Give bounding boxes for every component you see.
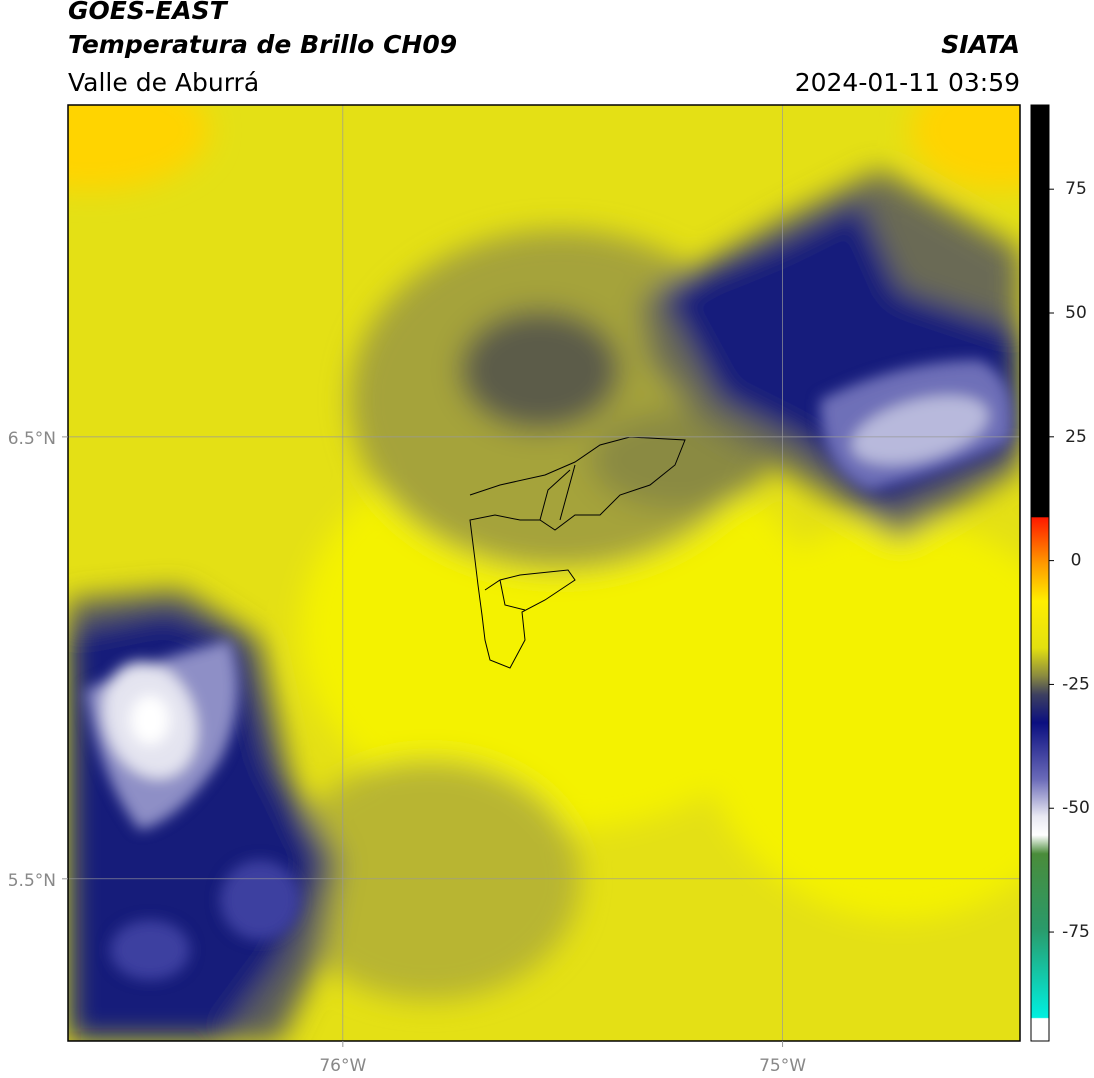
source: SIATA [941,30,1020,59]
colorbar-tick-label: -75 [1062,922,1090,942]
colorbar-tick-label: 25 [1065,427,1087,447]
y-tick-label: 5.5°N [8,871,56,891]
map-frame [67,104,1021,1042]
colorbar-tick-label: 50 [1065,303,1087,323]
subtitle: Temperatura de Brillo CH09 [68,30,457,59]
colorbar-tick-label: -50 [1062,798,1090,818]
y-tick-label: 6.5°N [8,429,56,449]
valley-outline [469,436,686,669]
map-field [68,105,1020,1041]
title: GOES-EAST [68,0,229,25]
colorbar-tick-label: 75 [1065,179,1087,199]
x-tick-label: 75°W [759,1056,806,1076]
colorbar-tick-label: 0 [1071,551,1082,571]
datetime: 2024-01-11 03:59 [795,68,1020,97]
location: Valle de Aburrá [68,68,259,97]
colorbar [1030,104,1050,1042]
colorbar-tick-label: -25 [1062,674,1090,694]
x-tick-label: 76°W [319,1056,366,1076]
